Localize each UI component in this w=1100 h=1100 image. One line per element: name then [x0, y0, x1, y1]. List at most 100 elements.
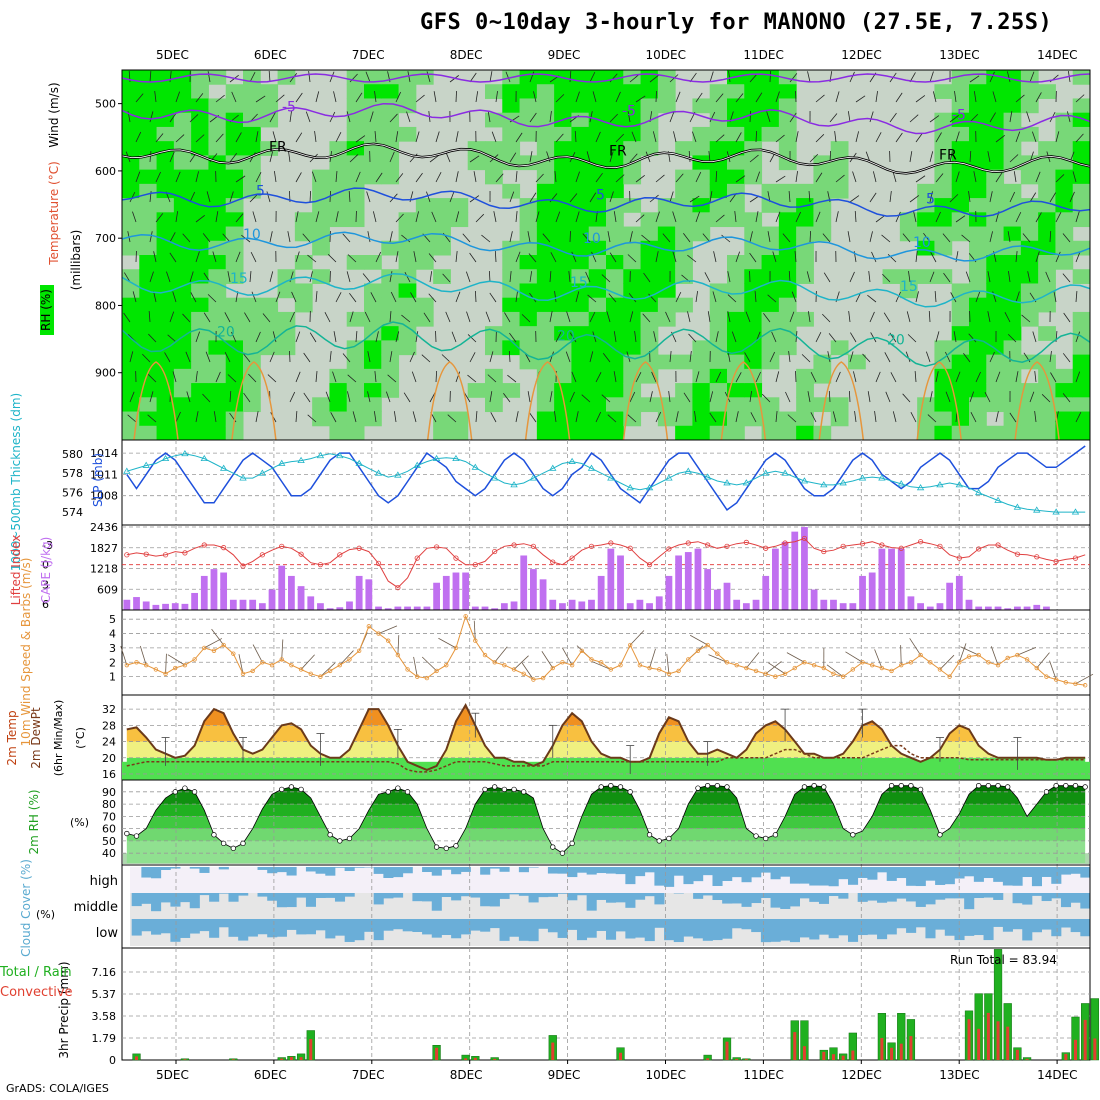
rh-cell: [761, 112, 780, 128]
wind-barb: [689, 351, 692, 363]
wind-barb: [574, 130, 577, 143]
wind-barb: [935, 173, 944, 183]
rh-cell: [796, 397, 814, 413]
cape-bar: [268, 589, 276, 610]
rh-cell: [986, 255, 1005, 270]
wind10m-barb: [473, 620, 476, 641]
wind-barb: [914, 371, 917, 383]
rh-cell: [139, 112, 158, 128]
rh-cell: [415, 70, 434, 85]
wind-barb: [206, 191, 211, 203]
precip-tick-label: 5.37: [92, 988, 117, 1001]
wind-barb: [555, 94, 565, 103]
rh-cell: [778, 425, 797, 441]
cloud-cell: [393, 893, 404, 898]
rh-cell: [727, 155, 745, 171]
wind-barb: [429, 271, 433, 283]
rh-cell: [433, 198, 451, 213]
rh2m-point: [917, 786, 924, 793]
cape-bar: [200, 575, 208, 610]
wind-barb: [669, 351, 672, 363]
wind-barb: [295, 371, 301, 383]
wind-barb: [767, 231, 771, 243]
wind-barb: [529, 192, 537, 203]
wind-barb: [1075, 291, 1078, 303]
rh-cell: [139, 311, 158, 327]
rh-cell: [588, 326, 607, 341]
wind10m-barb: [708, 654, 728, 663]
wind-barb: [728, 71, 731, 83]
cape-bar: [704, 569, 712, 610]
rh-cell: [727, 297, 745, 313]
wind-barb: [915, 175, 926, 183]
wind-barb: [309, 271, 313, 283]
rh-cell: [536, 255, 555, 270]
cape-bar: [926, 606, 934, 610]
rh-cell: [208, 70, 227, 85]
cloud-cell: [334, 893, 346, 902]
wind-barb: [349, 292, 357, 303]
rh-cell: [778, 126, 797, 142]
cloud-cell: [625, 893, 636, 908]
rh2m-point: [1005, 784, 1011, 790]
wind-barb: [289, 73, 298, 83]
rh-cell: [346, 212, 365, 228]
wind-barb: [189, 191, 196, 203]
cloud-cell: [518, 919, 529, 941]
rh-cell: [225, 425, 244, 441]
rh-cell: [986, 297, 1005, 313]
wind-barb: [702, 233, 711, 243]
rh-cell: [917, 397, 935, 413]
rh-cell: [173, 141, 192, 156]
rh-cell: [243, 340, 261, 356]
rh-cell: [398, 311, 417, 327]
rh-cell: [364, 340, 382, 356]
wind-barb: [989, 71, 995, 83]
cloud-cell: [480, 919, 491, 932]
wind10m-barb: [900, 645, 902, 666]
wind-barb: [688, 333, 697, 343]
rh-cell: [554, 169, 572, 185]
wind-barb: [655, 211, 660, 223]
wind10m-point: [569, 662, 575, 668]
cape-bar: [694, 548, 702, 610]
cloud-cell: [160, 919, 171, 934]
wind-barb: [305, 111, 311, 123]
rh2m-point: [453, 843, 459, 849]
wind-barb: [1004, 312, 1011, 323]
rh-cell: [173, 169, 192, 185]
rh-cell: [796, 255, 814, 270]
rh-cell: [191, 255, 209, 270]
precip-conv-bar: [1083, 1019, 1087, 1060]
wind-barb: [955, 171, 960, 183]
cloud-cell: [993, 919, 1004, 927]
cloud-cell: [799, 893, 810, 899]
rh-cell: [727, 126, 745, 142]
cloud-cell: [664, 919, 675, 941]
wind-barb: [389, 231, 393, 243]
cloud-cell: [760, 893, 771, 899]
rh-cell: [899, 212, 918, 228]
rh-cell: [173, 155, 192, 171]
cloud-cell: [189, 919, 200, 934]
temp-contour-warm: [231, 361, 277, 441]
li-point: [1034, 554, 1040, 560]
cape-bar: [433, 582, 440, 610]
rh-cell: [173, 98, 192, 114]
rh-cell: [554, 297, 572, 313]
wind-barb: [485, 311, 491, 323]
wind-barb: [242, 353, 251, 363]
rh-cell: [312, 183, 330, 199]
rh-cell: [917, 212, 935, 228]
temp-contour-warm: [622, 361, 669, 441]
rh-cell: [225, 326, 244, 341]
cloud-cell: [586, 919, 597, 938]
rh-cell: [761, 411, 780, 427]
cape-bar: [520, 555, 528, 610]
rh-cell: [640, 226, 659, 242]
rh-cell: [1003, 397, 1022, 413]
rh-cell: [381, 112, 400, 128]
rh-cell: [657, 311, 676, 327]
rh-cell: [225, 183, 244, 199]
wind-barb: [395, 251, 399, 263]
